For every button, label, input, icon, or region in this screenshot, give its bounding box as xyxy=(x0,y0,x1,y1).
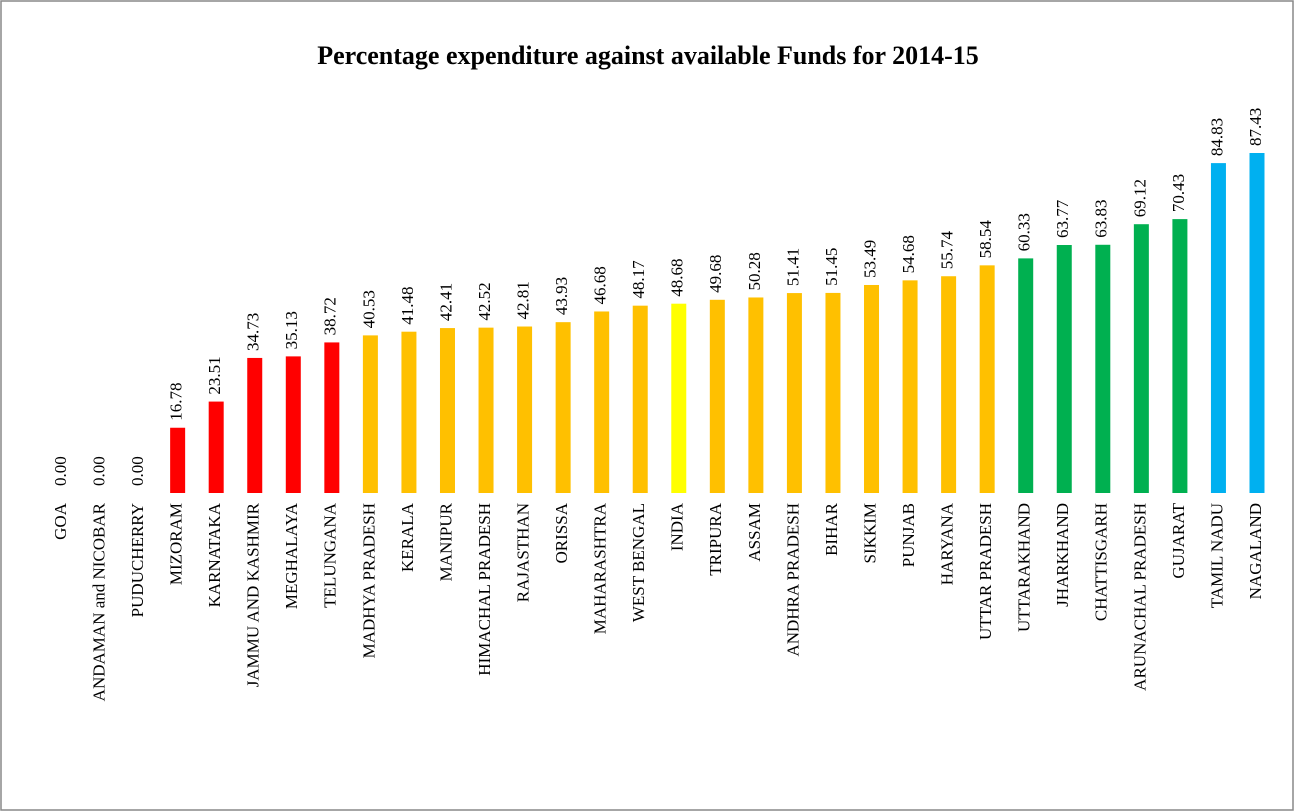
value-label: 63.77 xyxy=(1053,199,1072,238)
bar xyxy=(902,280,918,493)
bar xyxy=(247,357,263,493)
bar xyxy=(285,356,301,493)
bar xyxy=(594,311,610,493)
value-label: 41.48 xyxy=(398,286,417,324)
x-tick-label: TRIPURA xyxy=(706,502,725,575)
value-label: 70.43 xyxy=(1169,174,1188,212)
x-tick-label: ANDHRA PRADESH xyxy=(783,503,802,657)
bar xyxy=(1018,258,1034,493)
x-tick-label: TELUNGANA xyxy=(321,502,340,608)
value-label: 42.52 xyxy=(475,282,494,320)
x-tick-label: UTTARAKHAND xyxy=(1015,503,1034,632)
x-tick-label: MADHYA PRADESH xyxy=(359,503,378,658)
value-label: 48.17 xyxy=(629,260,648,299)
value-label: 60.33 xyxy=(1015,213,1034,251)
bar xyxy=(864,284,880,493)
x-tick-label: ARUNACHAL PRADESH xyxy=(1130,503,1149,691)
x-tick-label: GUJARAT xyxy=(1169,502,1188,578)
bar xyxy=(671,303,687,493)
bar xyxy=(632,305,648,493)
value-label: 54.68 xyxy=(899,235,918,273)
bar xyxy=(979,265,995,493)
x-tick-label: TAMIL NADU xyxy=(1207,503,1226,608)
x-tick-label: ASSAM xyxy=(745,503,764,562)
bar xyxy=(170,427,186,493)
bar xyxy=(786,293,802,493)
x-tick-label: RAJASTHAN xyxy=(513,503,532,602)
bar xyxy=(362,335,378,493)
bar xyxy=(555,322,571,493)
x-tick-label: SIKKIM xyxy=(860,503,879,563)
bar xyxy=(941,276,957,493)
value-label: 16.78 xyxy=(167,382,186,420)
bar xyxy=(517,326,533,493)
value-label: 0.00 xyxy=(89,456,108,486)
bar xyxy=(1210,163,1226,493)
x-tick-label: MANIPUR xyxy=(436,502,455,581)
x-tick-label: GOA xyxy=(51,502,70,540)
x-tick-label: ANDAMAN and NICOBAR xyxy=(89,502,108,701)
x-tick-label: JHARKHAND xyxy=(1053,503,1072,607)
value-label: 48.68 xyxy=(668,258,687,296)
bar xyxy=(1249,153,1265,493)
value-label: 23.51 xyxy=(205,356,224,394)
x-tick-label: NAGALAND xyxy=(1246,503,1265,599)
x-tick-label: BIHAR xyxy=(822,502,841,556)
value-label: 46.68 xyxy=(591,266,610,304)
value-label: 51.41 xyxy=(783,248,802,286)
bar xyxy=(709,299,725,493)
value-label: 42.81 xyxy=(513,281,532,319)
value-label: 0.00 xyxy=(128,456,147,486)
value-label: 49.68 xyxy=(706,255,725,293)
value-label: 0.00 xyxy=(51,456,70,486)
x-tick-label: MEGHALAYA xyxy=(282,502,301,609)
x-tick-label: KERALA xyxy=(398,502,417,572)
bar xyxy=(748,297,764,493)
value-label: 84.83 xyxy=(1207,118,1226,156)
value-label: 63.83 xyxy=(1092,200,1111,238)
x-tick-label: JAMMU AND KASHMIR xyxy=(244,502,263,687)
value-label: 69.12 xyxy=(1130,179,1149,217)
bar xyxy=(208,401,224,493)
x-tick-label: CHATTISGARH xyxy=(1092,503,1111,621)
value-label: 50.28 xyxy=(745,252,764,290)
x-tick-label: UTTAR PRADESH xyxy=(976,503,995,640)
bar xyxy=(1133,224,1149,493)
bar xyxy=(825,292,841,493)
x-tick-label: HARYANA xyxy=(938,502,957,585)
x-tick-label: INDIA xyxy=(668,502,687,551)
value-label: 40.53 xyxy=(359,290,378,328)
x-tick-label: PUNJAB xyxy=(899,503,918,567)
x-tick-label: WEST BENGAL xyxy=(629,503,648,622)
bar xyxy=(439,328,455,493)
value-label: 34.73 xyxy=(244,313,263,351)
value-label: 53.49 xyxy=(860,240,879,278)
x-tick-label: PUDUCHERRY xyxy=(128,503,147,617)
x-tick-label: MIZORAM xyxy=(167,503,186,585)
value-label: 43.93 xyxy=(552,277,571,315)
bar xyxy=(401,331,417,493)
value-label: 58.54 xyxy=(976,220,995,259)
value-label: 51.45 xyxy=(822,248,841,286)
x-tick-label: KARNATAKA xyxy=(205,502,224,607)
x-tick-label: HIMACHAL PRADESH xyxy=(475,503,494,676)
value-label: 55.74 xyxy=(938,230,957,269)
x-tick-label: MAHARASHTRA xyxy=(591,502,610,634)
value-label: 42.41 xyxy=(436,283,455,321)
bar xyxy=(478,327,494,493)
bar xyxy=(1172,219,1188,493)
value-label: 38.72 xyxy=(321,297,340,335)
value-label: 35.13 xyxy=(282,311,301,349)
value-label: 87.43 xyxy=(1246,108,1265,146)
chart-title: Percentage expenditure against available… xyxy=(317,41,979,70)
bar xyxy=(1056,245,1072,493)
x-tick-label: ORISSA xyxy=(552,502,571,563)
bar xyxy=(1095,244,1111,493)
bar xyxy=(324,342,340,493)
